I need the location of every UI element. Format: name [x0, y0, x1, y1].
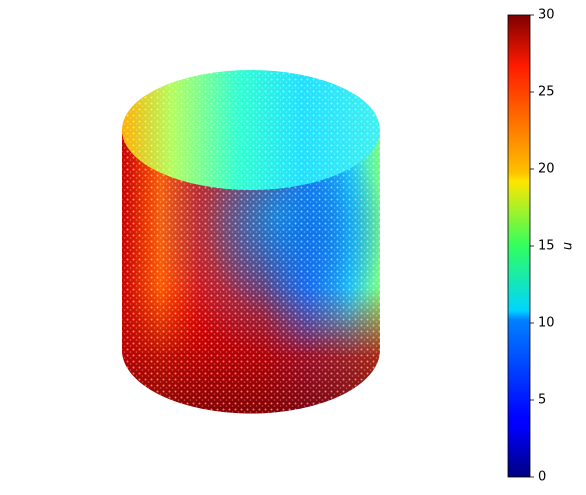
colorbar-tick-label: 10 — [538, 316, 555, 331]
colorbar-label: u — [561, 242, 576, 250]
point-cloud — [122, 70, 380, 414]
colorbar — [507, 14, 531, 478]
colorbar-tick-label: 20 — [538, 162, 555, 177]
colorbar-tick-label: 30 — [538, 8, 555, 23]
colorbar-tick-label: 15 — [538, 239, 555, 254]
colorbar-tick-label: 25 — [538, 85, 555, 100]
colorbar-tick-label: 5 — [538, 393, 546, 408]
colorbar-tick-label: 0 — [538, 470, 546, 485]
